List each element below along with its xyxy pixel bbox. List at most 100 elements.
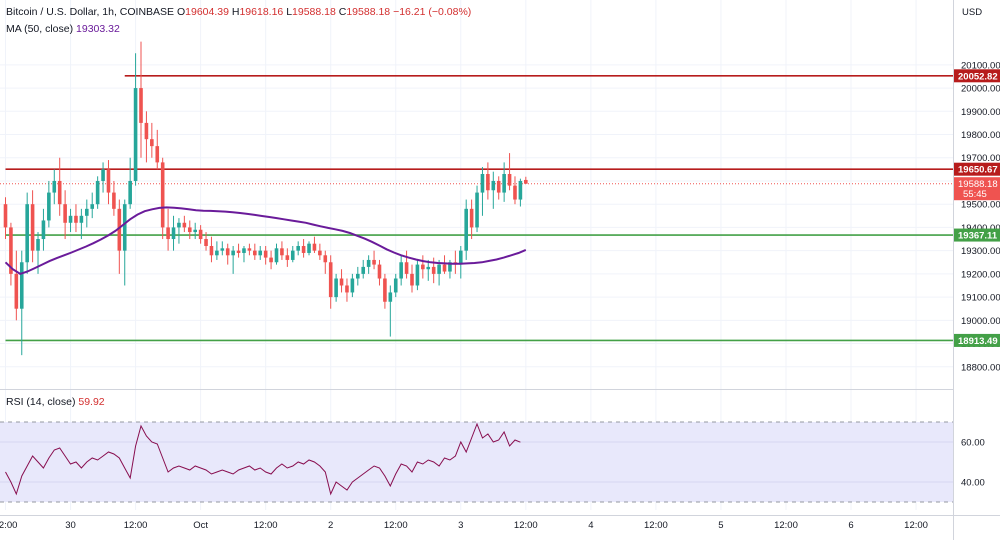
candle[interactable] (242, 246, 246, 263)
candle[interactable] (334, 273, 338, 302)
candle[interactable] (404, 250, 409, 279)
candle[interactable] (85, 199, 89, 228)
candle[interactable] (30, 190, 35, 263)
candle[interactable] (79, 208, 84, 240)
candle[interactable] (518, 178, 523, 207)
candle[interactable] (225, 243, 230, 265)
candle[interactable] (301, 239, 306, 258)
candle[interactable] (437, 259, 441, 286)
candles[interactable] (3, 41, 528, 356)
candle[interactable] (361, 259, 366, 279)
candle[interactable] (410, 264, 414, 293)
candle[interactable] (63, 190, 67, 240)
candle[interactable] (117, 199, 122, 274)
candle[interactable] (236, 243, 241, 258)
candle[interactable] (356, 266, 360, 286)
candle[interactable] (193, 222, 197, 240)
candle[interactable] (3, 197, 8, 240)
candle[interactable] (160, 157, 165, 240)
candle[interactable] (377, 259, 382, 286)
candle[interactable] (220, 241, 225, 256)
candle[interactable] (312, 236, 317, 253)
candle[interactable] (280, 241, 284, 260)
candle[interactable] (339, 269, 344, 293)
candle[interactable] (253, 243, 257, 260)
candle[interactable] (464, 199, 468, 260)
candle[interactable] (19, 250, 24, 356)
candle[interactable] (415, 259, 420, 291)
candle[interactable] (458, 246, 463, 279)
candle[interactable] (182, 215, 187, 233)
candle[interactable] (247, 243, 252, 256)
candle[interactable] (41, 208, 46, 251)
candle[interactable] (25, 192, 29, 274)
candle[interactable] (263, 246, 268, 265)
candle[interactable] (139, 41, 143, 158)
candle[interactable] (496, 176, 501, 200)
candle[interactable] (47, 180, 51, 228)
candle[interactable] (388, 285, 393, 337)
candle[interactable] (507, 153, 512, 191)
candle[interactable] (285, 248, 290, 267)
candle[interactable] (166, 208, 170, 251)
candle[interactable] (328, 255, 333, 309)
candle[interactable] (290, 246, 295, 263)
candle[interactable] (502, 162, 506, 202)
candle[interactable] (155, 129, 160, 170)
candle[interactable] (491, 171, 496, 209)
candle[interactable] (9, 222, 13, 286)
candle[interactable] (307, 241, 311, 256)
candle[interactable] (383, 273, 387, 309)
time-axis[interactable]: 12:00 30 12:00 Oct 12:00 2 12:00 3 12:00 4 12:00 5 1… (0, 515, 1000, 532)
candle-body (404, 262, 409, 274)
candle[interactable] (274, 243, 279, 265)
candle[interactable] (177, 218, 181, 244)
candle[interactable] (144, 111, 149, 163)
candle[interactable] (215, 241, 219, 260)
candle[interactable] (480, 167, 485, 216)
candle[interactable] (198, 225, 203, 244)
candle[interactable] (112, 180, 116, 216)
candle[interactable] (442, 255, 447, 274)
candle[interactable] (524, 176, 528, 184)
candle[interactable] (350, 273, 355, 298)
candle[interactable] (68, 208, 73, 233)
candle[interactable] (133, 53, 138, 186)
candle[interactable] (453, 250, 458, 274)
candle[interactable] (258, 246, 263, 260)
candle[interactable] (209, 236, 214, 263)
candle[interactable] (469, 199, 474, 240)
candle[interactable] (204, 232, 208, 251)
candle[interactable] (95, 176, 100, 209)
candle[interactable] (475, 185, 479, 233)
candle[interactable] (486, 162, 490, 200)
candle[interactable] (187, 220, 192, 240)
candle[interactable] (52, 169, 57, 205)
candle[interactable] (150, 122, 154, 158)
candle[interactable] (345, 278, 349, 302)
candle[interactable] (513, 176, 517, 205)
candle[interactable] (372, 250, 376, 270)
price-axis[interactable]: USD 20100.00 20000.00 19900.00 19800.00 19700… (953, 0, 1000, 540)
candle[interactable] (171, 215, 176, 251)
candle[interactable] (323, 250, 328, 274)
candle[interactable] (269, 250, 273, 270)
candle[interactable] (74, 204, 78, 233)
candle[interactable] (426, 259, 431, 281)
candle[interactable] (106, 160, 111, 205)
candle[interactable] (101, 162, 105, 193)
candle[interactable] (122, 199, 127, 286)
candle[interactable] (128, 157, 132, 209)
candle[interactable] (90, 192, 95, 219)
candle[interactable] (399, 255, 403, 286)
candle[interactable] (431, 257, 436, 284)
candle[interactable] (366, 255, 371, 274)
candle[interactable] (57, 157, 62, 216)
candle[interactable] (393, 273, 398, 298)
candle[interactable] (421, 255, 425, 279)
candle[interactable] (318, 243, 322, 260)
candle[interactable] (296, 241, 300, 256)
candle[interactable] (231, 246, 235, 274)
candle[interactable] (14, 250, 19, 321)
